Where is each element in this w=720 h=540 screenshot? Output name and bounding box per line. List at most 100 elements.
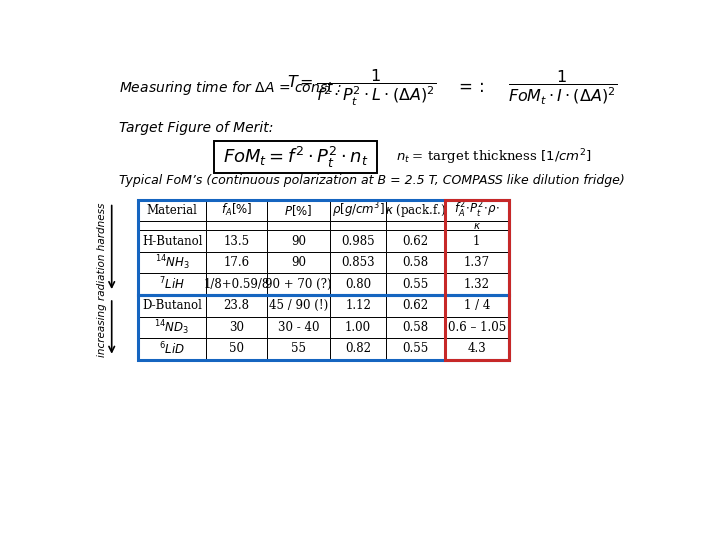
Text: 1: 1 [473, 234, 480, 248]
Bar [266, 316, 330, 338]
Text: 90: 90 [291, 256, 306, 269]
Bar [386, 273, 445, 295]
Bar [445, 273, 508, 295]
Text: $n_t\;$= target thickness $[1/cm^2]$: $n_t\;$= target thickness $[1/cm^2]$ [396, 147, 592, 167]
Text: Typical FoM’s (continuous polarization at B = 2.5 T, COMPASS like dilution fridg: Typical FoM’s (continuous polarization a… [120, 174, 625, 187]
Bar [206, 252, 266, 273]
Text: $^{14}NH_3$: $^{14}NH_3$ [155, 253, 189, 272]
Bar [445, 200, 508, 360]
Bar [266, 338, 330, 360]
Text: 0.62: 0.62 [402, 299, 428, 312]
Text: 1.37: 1.37 [464, 256, 490, 269]
Text: $f_A[\%]$: $f_A[\%]$ [221, 202, 252, 218]
Text: 90: 90 [291, 234, 306, 248]
Bar [445, 295, 508, 316]
Bar [266, 252, 330, 273]
Text: 4.3: 4.3 [467, 342, 486, 355]
Bar [138, 221, 206, 231]
Text: 1.12: 1.12 [345, 299, 371, 312]
Bar [138, 252, 206, 273]
Bar [386, 231, 445, 252]
Text: 0.58: 0.58 [402, 256, 428, 269]
Text: 1.00: 1.00 [345, 321, 372, 334]
Text: 0.55: 0.55 [402, 278, 428, 291]
Text: 55: 55 [291, 342, 306, 355]
Bar [330, 231, 386, 252]
Text: $=:$: $=:$ [455, 79, 485, 97]
Text: 50: 50 [229, 342, 244, 355]
Bar [330, 221, 386, 231]
Text: Material: Material [147, 204, 197, 217]
Text: D-Butanol: D-Butanol [143, 299, 202, 312]
Text: $P[\%]$: $P[\%]$ [284, 203, 312, 218]
Bar [206, 273, 266, 295]
Bar [206, 338, 266, 360]
Bar [206, 231, 266, 252]
Text: $\kappa$ (pack.f.): $\kappa$ (pack.f.) [385, 202, 446, 219]
Bar [386, 221, 445, 231]
Bar [206, 200, 266, 221]
Bar [386, 295, 445, 316]
Text: 17.6: 17.6 [223, 256, 250, 269]
Bar [206, 316, 266, 338]
Bar [214, 141, 377, 173]
Bar [206, 295, 266, 316]
Bar [138, 295, 206, 316]
Bar [266, 231, 330, 252]
Bar [138, 316, 206, 338]
Bar [386, 252, 445, 273]
Text: 45 / 90 (!): 45 / 90 (!) [269, 299, 328, 312]
Text: Measuring time for $\Delta A$ = const :: Measuring time for $\Delta A$ = const : [120, 79, 342, 97]
Bar [330, 316, 386, 338]
Text: 1.32: 1.32 [464, 278, 490, 291]
Text: 1/8+0.59/8: 1/8+0.59/8 [203, 278, 269, 291]
Bar [445, 316, 508, 338]
Bar [206, 221, 266, 231]
Bar [330, 338, 386, 360]
Bar [266, 200, 330, 221]
Bar [266, 273, 330, 295]
Text: $^{6}LiD$: $^{6}LiD$ [159, 341, 185, 357]
Bar [266, 295, 330, 316]
Bar [386, 338, 445, 360]
Text: 0.985: 0.985 [341, 234, 375, 248]
Text: 1 / 4: 1 / 4 [464, 299, 490, 312]
Text: $\dfrac{1}{FoM_t \cdot I \cdot (\Delta A)^2}$: $\dfrac{1}{FoM_t \cdot I \cdot (\Delta A… [508, 69, 617, 107]
Bar [138, 200, 508, 295]
Text: $T = \dfrac{1}{f^2 \cdot P_t^2 \cdot L \cdot (\Delta A)^2}$: $T = \dfrac{1}{f^2 \cdot P_t^2 \cdot L \… [287, 68, 436, 108]
Text: 30: 30 [229, 321, 244, 334]
Bar [445, 231, 508, 252]
Text: 13.5: 13.5 [223, 234, 250, 248]
Bar [138, 273, 206, 295]
Bar [445, 200, 508, 221]
Text: 90 + 70 (?): 90 + 70 (?) [265, 278, 332, 291]
Text: 23.8: 23.8 [223, 299, 249, 312]
Bar [138, 338, 206, 360]
Text: $FoM_t = f^2 \cdot P_t^2 \cdot n_t$: $FoM_t = f^2 \cdot P_t^2 \cdot n_t$ [222, 145, 368, 170]
Text: Target Figure of Merit:: Target Figure of Merit: [120, 121, 274, 135]
Bar [445, 252, 508, 273]
Text: 0.80: 0.80 [345, 278, 372, 291]
Bar [266, 221, 330, 231]
Bar [386, 316, 445, 338]
Text: increasing radiation hardness: increasing radiation hardness [97, 202, 107, 357]
Bar [138, 231, 206, 252]
Bar [330, 295, 386, 316]
Bar [330, 273, 386, 295]
Text: 0.82: 0.82 [345, 342, 371, 355]
Text: $\kappa$: $\kappa$ [473, 221, 481, 231]
Text: $\rho[g/cm^3]$: $\rho[g/cm^3]$ [332, 200, 384, 220]
Text: $^{14}ND_3$: $^{14}ND_3$ [155, 318, 190, 337]
Bar [386, 200, 445, 221]
Text: H-Butanol: H-Butanol [142, 234, 202, 248]
Bar [445, 338, 508, 360]
Bar [330, 200, 386, 221]
Bar [330, 252, 386, 273]
Text: 0.55: 0.55 [402, 342, 428, 355]
Bar [138, 200, 206, 221]
Bar [445, 221, 508, 231]
Text: 30 - 40: 30 - 40 [278, 321, 319, 334]
Text: 0.853: 0.853 [341, 256, 375, 269]
Text: $^{7}LiH$: $^{7}LiH$ [159, 276, 185, 293]
Text: $f_A^{2}\!\cdot\!P_t^{2}\!\cdot\!\rho\!\cdot$: $f_A^{2}\!\cdot\!P_t^{2}\!\cdot\!\rho\!\… [454, 200, 500, 220]
